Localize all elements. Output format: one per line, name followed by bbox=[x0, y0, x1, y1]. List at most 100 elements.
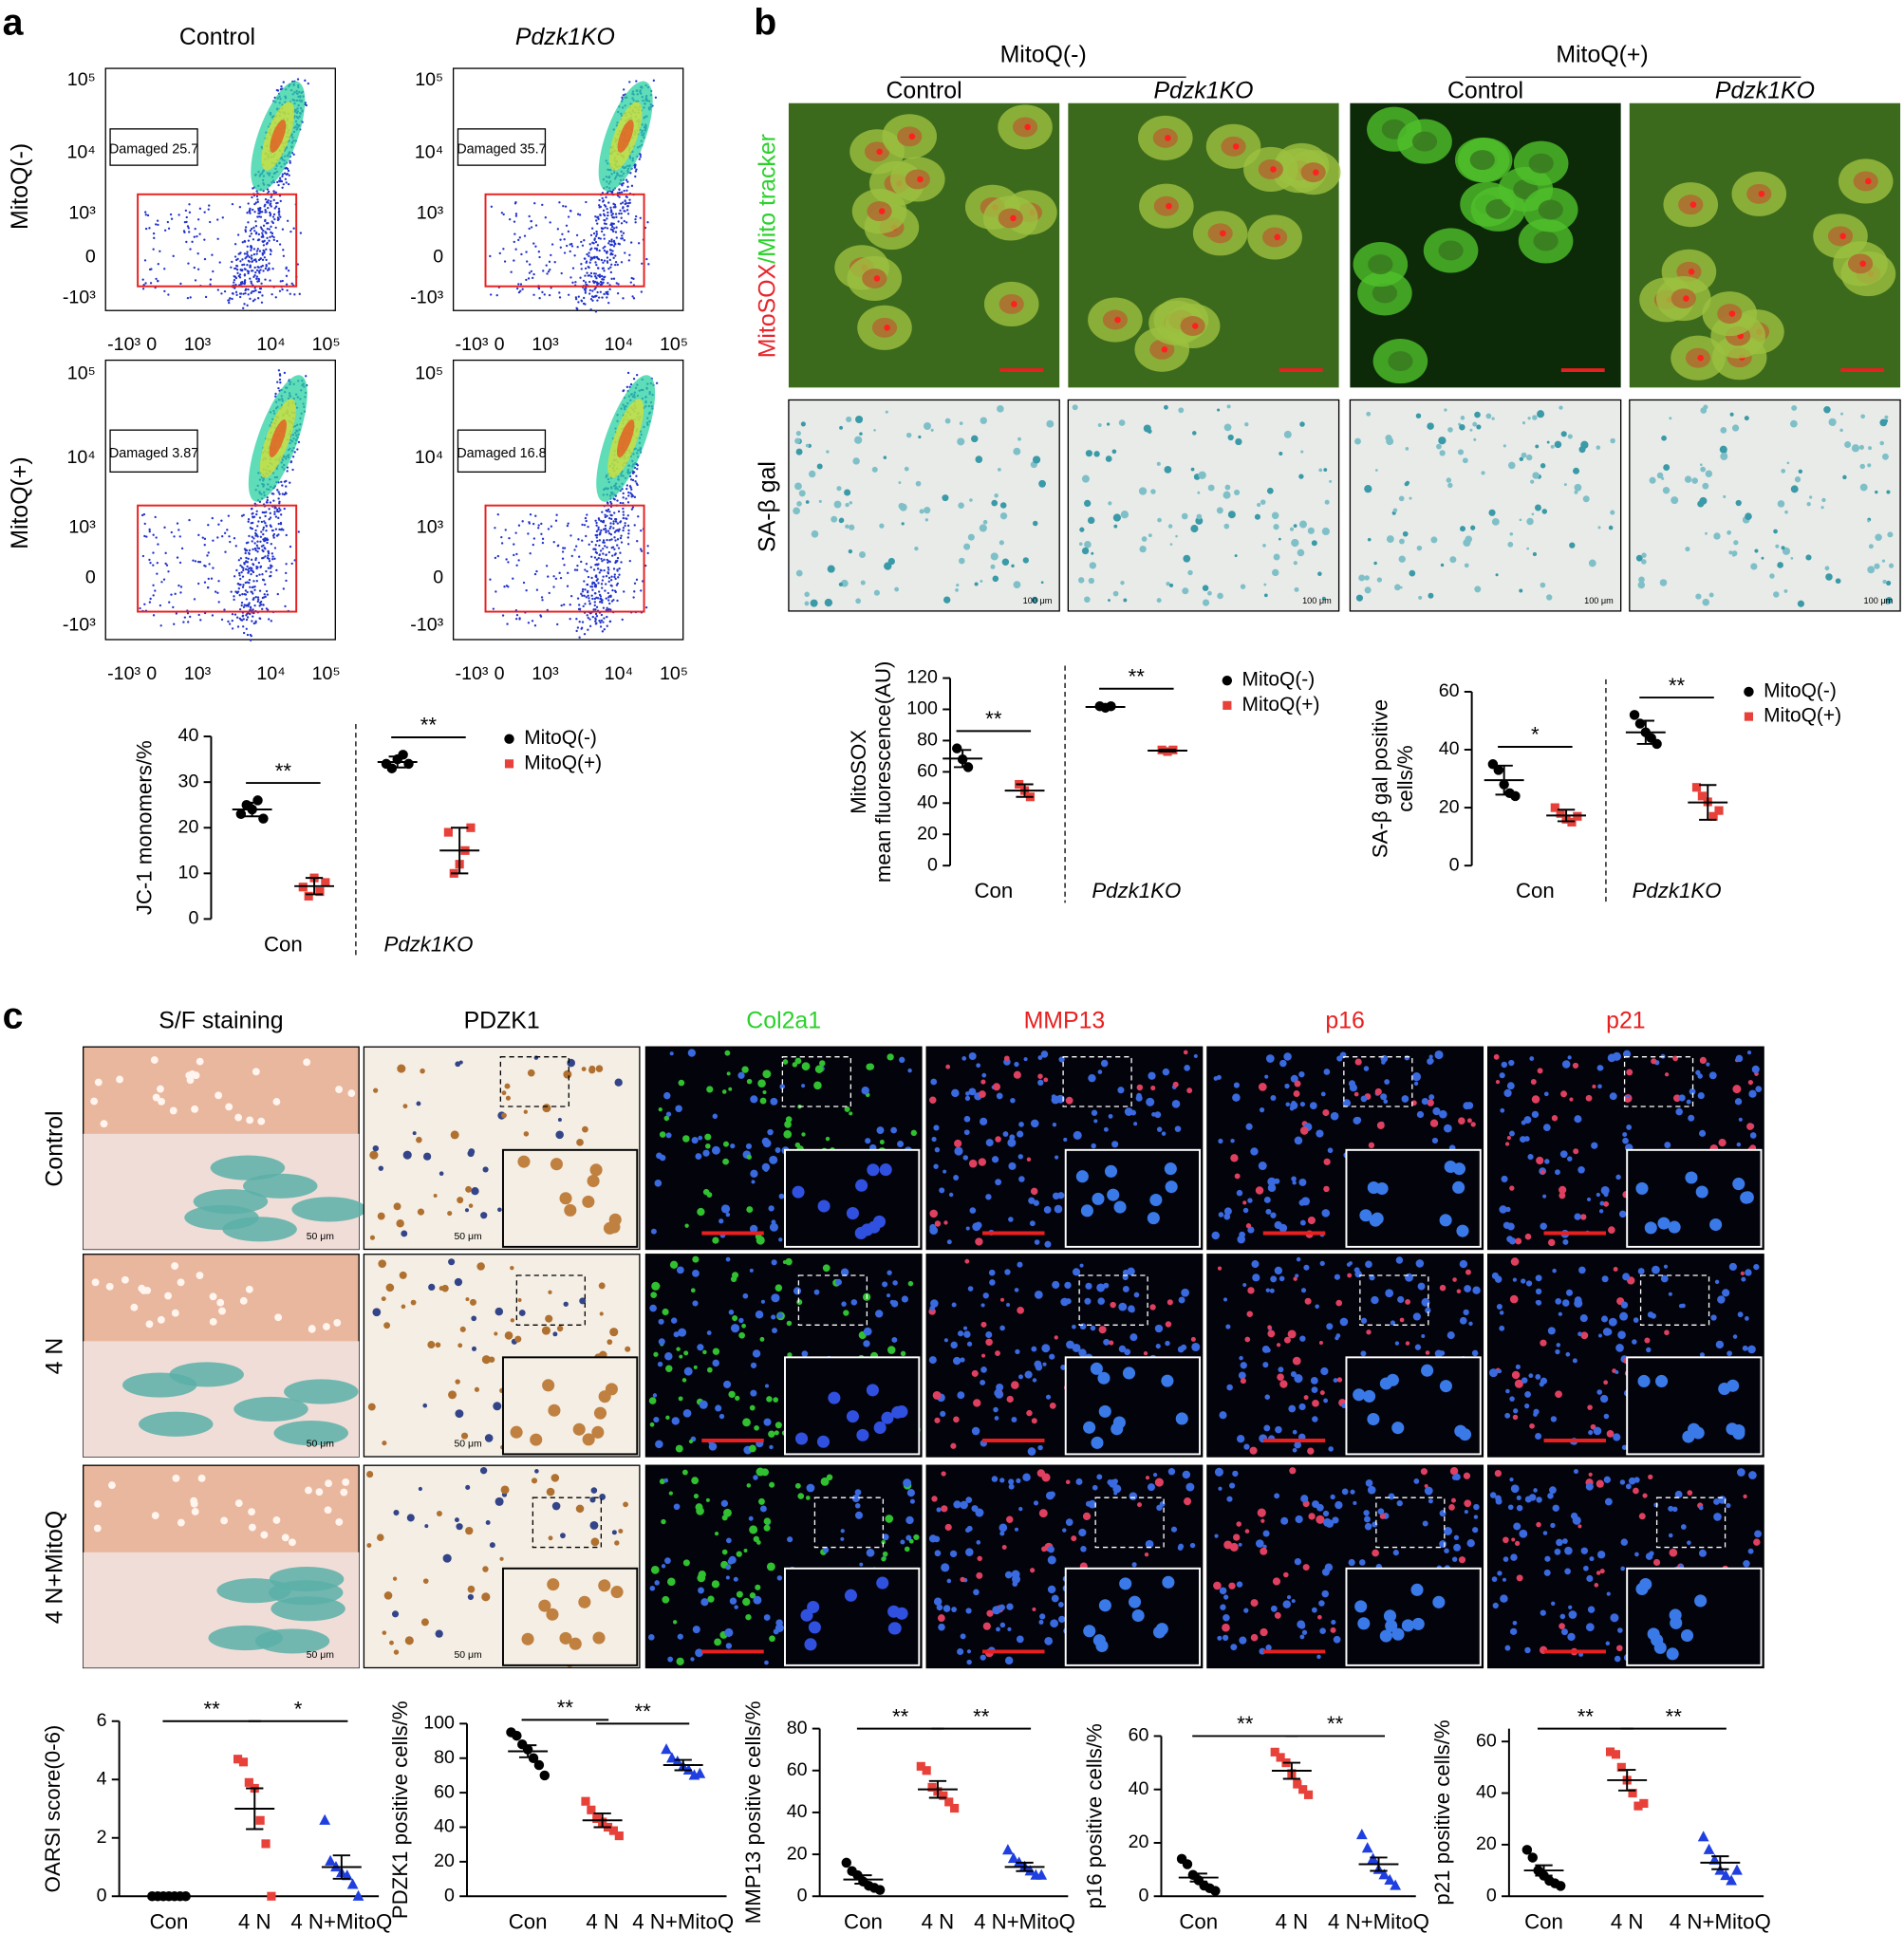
event-dot bbox=[590, 272, 592, 274]
trabecula bbox=[122, 1372, 197, 1397]
event-dot bbox=[249, 278, 251, 280]
stained-cell bbox=[1884, 416, 1888, 419]
event-dot bbox=[285, 485, 287, 487]
stained-cell bbox=[1150, 489, 1156, 494]
event-dot bbox=[163, 290, 165, 292]
cell-nucleus bbox=[845, 1106, 850, 1112]
cell-nucleus bbox=[764, 1517, 772, 1525]
cell-nucleus bbox=[721, 1500, 728, 1507]
cell-nucleus bbox=[1015, 1288, 1019, 1292]
cell-nucleus bbox=[960, 1357, 964, 1362]
cell-nucleus bbox=[698, 1587, 704, 1593]
event-dot bbox=[223, 608, 225, 610]
event-dot bbox=[528, 622, 530, 623]
event-dot bbox=[598, 199, 600, 201]
event-dot bbox=[557, 228, 559, 230]
stained-cell bbox=[1783, 589, 1787, 593]
stained-cell bbox=[1291, 539, 1298, 547]
event-dot bbox=[607, 607, 608, 609]
cell-nucleus bbox=[855, 1503, 861, 1509]
event-dot bbox=[569, 604, 571, 605]
inset bbox=[785, 1150, 919, 1247]
cell-nucleus bbox=[1032, 1608, 1036, 1611]
cell-nucleus bbox=[771, 1314, 775, 1319]
cell-nucleus bbox=[1066, 1097, 1073, 1105]
event-dot bbox=[646, 545, 648, 547]
cell-nucleus bbox=[1041, 1050, 1049, 1058]
event-dot bbox=[614, 264, 616, 266]
event-dot bbox=[251, 522, 252, 524]
cell-nucleus bbox=[868, 1064, 874, 1070]
scale-bar-label: 100 μm bbox=[1584, 596, 1614, 605]
cell-nucleus bbox=[1075, 1478, 1082, 1485]
cell-nucleus bbox=[1321, 1091, 1326, 1096]
event-dot bbox=[242, 241, 244, 243]
stained-cell bbox=[1503, 444, 1506, 447]
stained-cell bbox=[1182, 513, 1188, 520]
mitosox-spot bbox=[1274, 234, 1280, 241]
cell-nucleus bbox=[728, 1088, 732, 1091]
cell-nucleus bbox=[1178, 1544, 1184, 1550]
event-dot bbox=[235, 291, 237, 293]
event-dot bbox=[613, 216, 615, 218]
stained-cell bbox=[1507, 542, 1513, 548]
event-dot bbox=[532, 544, 534, 546]
event-dot bbox=[566, 245, 568, 247]
event-dot bbox=[241, 604, 243, 606]
cell-nucleus bbox=[417, 1102, 421, 1106]
cell-nucleus bbox=[1093, 1119, 1097, 1123]
event-dot bbox=[291, 469, 293, 471]
event-dot bbox=[597, 216, 599, 218]
stained-cell bbox=[1522, 421, 1525, 424]
cell-nucleus bbox=[1048, 1546, 1055, 1552]
event-dot bbox=[606, 598, 607, 600]
cell-nucleus bbox=[897, 1141, 904, 1147]
cell-nucleus bbox=[734, 1605, 737, 1608]
event-dot bbox=[632, 479, 634, 481]
stained-cell bbox=[1660, 579, 1668, 586]
event-dot bbox=[269, 575, 271, 577]
cell-nucleus bbox=[1250, 1147, 1258, 1155]
stained-cell bbox=[1165, 466, 1172, 474]
cell-nucleus bbox=[1011, 1381, 1019, 1389]
event-dot bbox=[195, 560, 196, 562]
event-dot bbox=[607, 214, 608, 216]
event-dot bbox=[252, 276, 254, 278]
event-dot bbox=[273, 511, 275, 512]
stained-cell bbox=[931, 429, 934, 432]
event-dot bbox=[630, 241, 632, 243]
event-dot bbox=[641, 550, 643, 552]
cell-nucleus bbox=[402, 1104, 407, 1108]
cell-nucleus bbox=[712, 1580, 719, 1588]
event-dot bbox=[594, 586, 596, 587]
stained-cell bbox=[1472, 422, 1477, 427]
event-dot bbox=[216, 536, 218, 538]
cell-nucleus bbox=[588, 1067, 595, 1073]
event-dot bbox=[577, 597, 579, 599]
cell-nucleus bbox=[1165, 1341, 1169, 1346]
cell-nucleus bbox=[678, 1329, 686, 1337]
event-dot bbox=[262, 259, 264, 261]
cell-nucleus bbox=[1155, 1478, 1164, 1486]
inset-nucleus bbox=[889, 1622, 902, 1634]
stained-cell bbox=[1223, 524, 1229, 530]
chondrocyte bbox=[260, 1532, 268, 1539]
stained-cell bbox=[852, 457, 859, 464]
event-dot bbox=[271, 530, 273, 531]
stained-cell bbox=[1033, 455, 1040, 463]
stained-cell bbox=[1329, 480, 1332, 483]
event-dot bbox=[603, 606, 605, 608]
event-dot bbox=[277, 218, 279, 220]
event-dot bbox=[613, 511, 615, 513]
event-dot bbox=[177, 585, 179, 586]
row-label: MitoQ(-) bbox=[7, 143, 33, 230]
event-dot bbox=[292, 154, 294, 156]
event-dot bbox=[577, 301, 579, 303]
chondrocyte bbox=[235, 1499, 243, 1507]
event-dot bbox=[259, 541, 261, 543]
event-dot bbox=[247, 558, 249, 560]
stained-cell bbox=[1148, 429, 1152, 434]
event-dot bbox=[282, 228, 284, 230]
cell-nucleus bbox=[730, 1143, 735, 1148]
